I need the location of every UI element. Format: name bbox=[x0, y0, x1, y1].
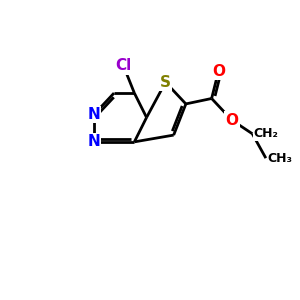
Text: O: O bbox=[212, 64, 225, 79]
Text: Cl: Cl bbox=[116, 58, 132, 74]
Text: N: N bbox=[87, 107, 100, 122]
Text: N: N bbox=[87, 134, 100, 149]
Text: CH₂: CH₂ bbox=[254, 127, 278, 140]
Text: O: O bbox=[226, 113, 238, 128]
Text: S: S bbox=[160, 75, 171, 90]
Text: CH₃: CH₃ bbox=[267, 152, 292, 165]
